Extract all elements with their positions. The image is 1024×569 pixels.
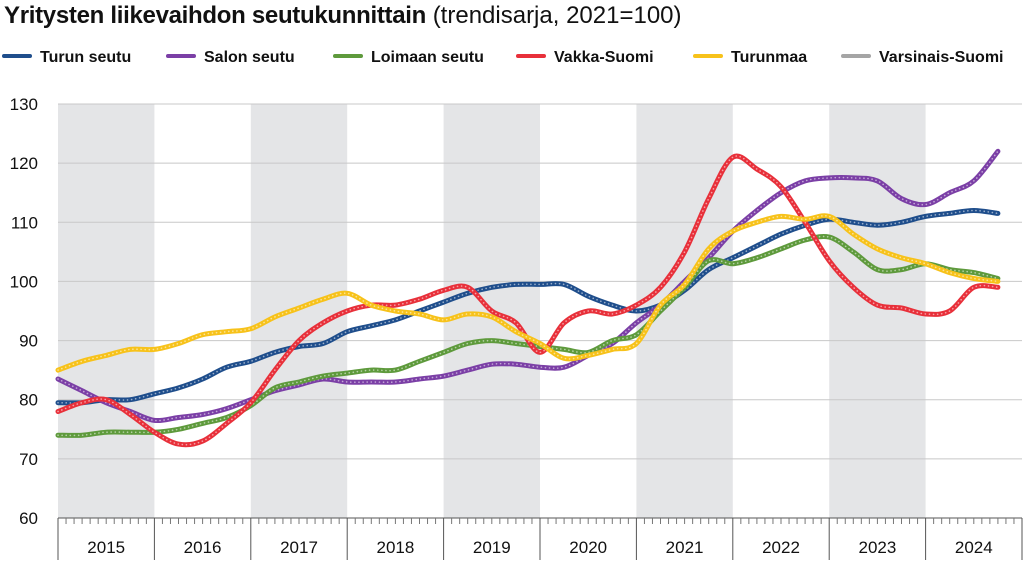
legend: Turun seutu Salon seutu Loimaan seutu Vakka… [2,49,1004,66]
x-tick-label-2020: 2020 [569,538,607,557]
y-tick-label-90: 90 [19,332,38,351]
series-line-salon-seutu [55,148,1001,424]
legend-label-turun-seutu: Turun seutu [40,49,131,66]
y-tick-label-60: 60 [19,509,38,528]
y-tick-label-100: 100 [10,272,38,291]
series-line-turunmaa [55,213,1001,373]
x-tick-label-2019: 2019 [473,538,511,557]
x-tick-label-2023: 2023 [858,538,896,557]
y-tick-label-70: 70 [19,450,38,469]
shade-2015 [58,104,155,518]
y-tick-label-120: 120 [10,154,38,173]
series-lines [55,148,1001,448]
legend-label-salon-seutu: Salon seutu [204,49,295,66]
series-dots-loimaan-seutu [57,235,999,437]
x-tick-label-2024: 2024 [955,538,993,557]
y-axis: 60 70 80 90 100 110 120 130 [10,95,38,528]
series-line-turun-seutu [55,208,1001,406]
x-tick-label-2018: 2018 [376,538,414,557]
legend-label-loimaan-seutu: Loimaan seutu [371,49,484,66]
legend-label-varsinais-suomi: Varsinais-Suomi [879,49,1004,66]
y-tick-label-130: 130 [10,95,38,114]
x-tick-label-2017: 2017 [280,538,318,557]
x-tick-label-2021: 2021 [666,538,704,557]
legend-label-vakka-suomi: Vakka-Suomi [554,49,654,66]
x-axis: 2015 2016 2017 2018 2019 2020 2021 2022 2023 2024 [57,517,1023,560]
x-tick-label-2015: 2015 [87,538,125,557]
chart-title: Yritysten liikevaihdon seutukunnittain (… [4,2,682,30]
shade-2017 [250,104,348,518]
chart-title-main: Yritysten liikevaihdon seutukunnittain [4,2,427,29]
chart-subtitle: (trendisarja, 2021=100) [432,2,682,29]
x-tick-label-2022: 2022 [762,538,800,557]
y-tick-label-110: 110 [11,213,38,232]
y-tick-label-80: 80 [19,391,38,410]
x-tick-label-2016: 2016 [184,538,222,557]
legend-label-turunmaa: Turunmaa [731,49,807,66]
